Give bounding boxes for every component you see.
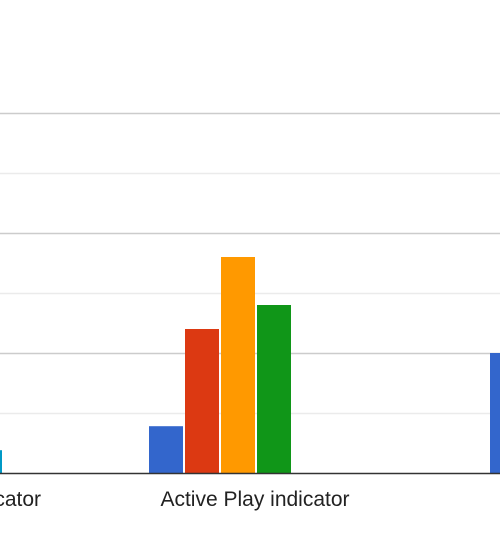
bar-2-series-3 — [221, 257, 255, 473]
x-tick-label-active-play-indicator: Active Play indicator — [160, 488, 349, 511]
bar-2-series-4 — [257, 305, 291, 473]
x-tick-label-indicator: cator — [0, 488, 41, 511]
bar-2-series-2 — [185, 329, 219, 473]
x-axis-labels: cator Active Play indicator — [0, 488, 350, 511]
bar-1-series-5 — [0, 450, 2, 473]
bars — [0, 257, 500, 473]
bar-3-series-1 — [490, 353, 500, 473]
bar-2-series-1 — [149, 426, 183, 473]
